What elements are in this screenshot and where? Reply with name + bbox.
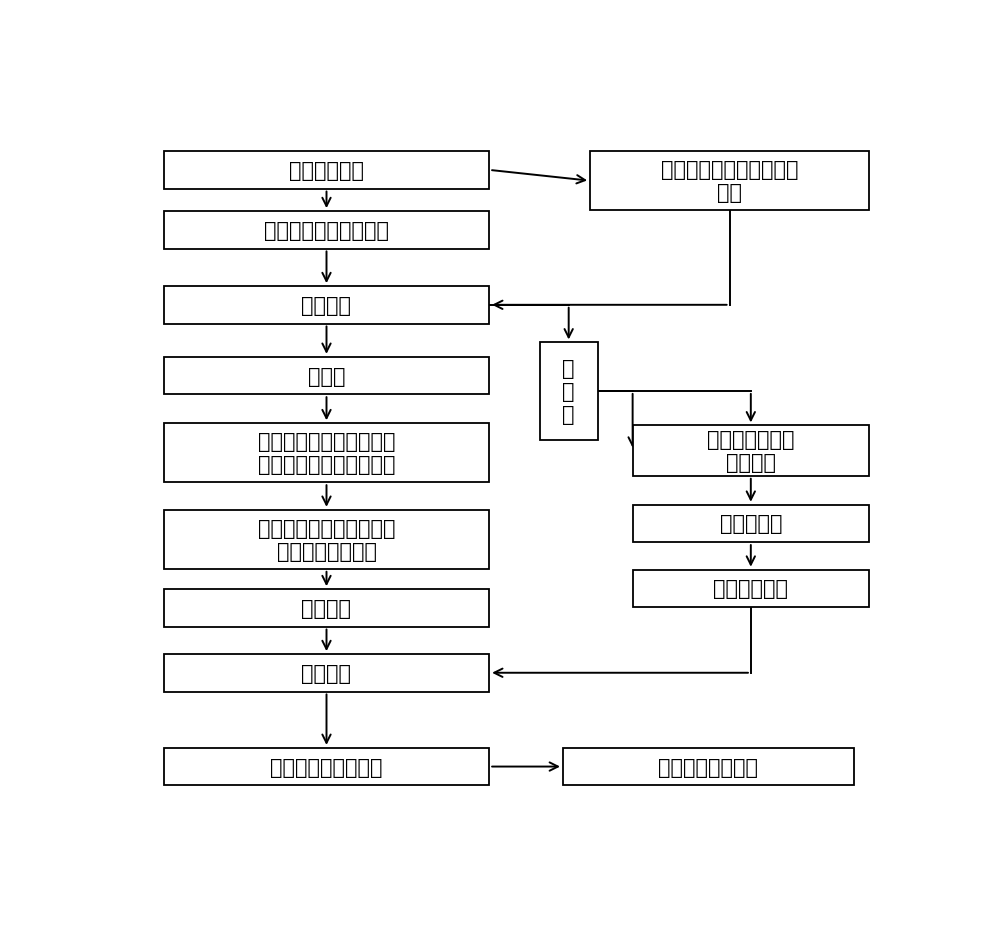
Text: 建立预测牛乳脂肪含量的
线性或非线性模型: 建立预测牛乳脂肪含量的 线性或非线性模型 (258, 519, 395, 562)
Text: 收集牛乳样品: 收集牛乳样品 (289, 161, 364, 181)
Bar (164, 510, 489, 569)
Bar (563, 748, 854, 785)
Text: 模型检验: 模型检验 (302, 598, 352, 618)
Text: 采集牛乳样品的介电谱: 采集牛乳样品的介电谱 (264, 221, 389, 241)
Bar (164, 152, 489, 189)
Text: 校正集: 校正集 (308, 366, 345, 386)
Bar (164, 358, 489, 395)
Text: 样本划分: 样本划分 (302, 296, 352, 315)
Bar (164, 424, 489, 483)
Text: 计算牛乳的脂肪含量: 计算牛乳的脂肪含量 (270, 756, 383, 777)
Text: 采集介电谱: 采集介电谱 (720, 514, 782, 534)
Text: 最佳模型: 最佳模型 (302, 663, 352, 683)
Bar (164, 748, 489, 785)
Bar (164, 286, 489, 324)
Bar (164, 654, 489, 692)
Bar (633, 426, 869, 476)
Bar (590, 152, 869, 211)
Text: 用国标法测量牛乳的脂肪
含量: 用国标法测量牛乳的脂肪 含量 (661, 160, 798, 203)
Text: 脂肪含量未知的
牛乳样品: 脂肪含量未知的 牛乳样品 (707, 430, 795, 473)
Bar (633, 505, 869, 543)
Bar (540, 343, 598, 440)
Bar (633, 570, 869, 607)
Bar (164, 590, 489, 627)
Text: 数据降维，提取表达牛乳
脂肪含量的特征介电变量: 数据降维，提取表达牛乳 脂肪含量的特征介电变量 (258, 431, 395, 475)
Bar (164, 212, 489, 249)
Text: 预
测
集: 预 测 集 (562, 358, 575, 425)
Text: 预测结果误差修正: 预测结果误差修正 (658, 756, 758, 777)
Text: 特征介电变量: 特征介电变量 (713, 578, 788, 599)
